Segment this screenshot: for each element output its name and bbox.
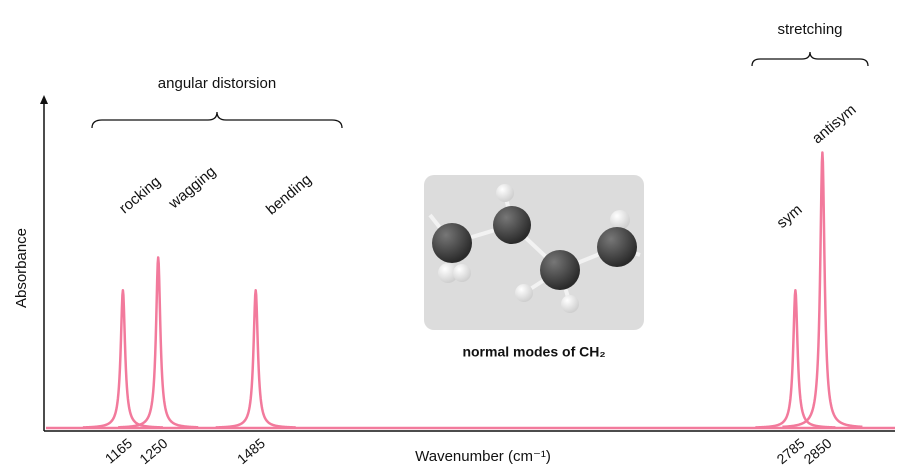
carbon [432, 223, 472, 263]
carbon [540, 250, 580, 290]
group-label: angular distorsion [158, 75, 276, 92]
peak [214, 288, 297, 429]
molecule-inset: normal modes of CH₂ [424, 175, 644, 360]
x-axis-label: Wavenumber (cm⁻¹) [415, 448, 551, 465]
hydrogen [496, 184, 514, 202]
peak [117, 256, 199, 429]
inset-background [424, 175, 644, 330]
hydrogen [453, 264, 471, 282]
peak-label: wagging [165, 163, 220, 213]
hydrogen [438, 263, 458, 283]
x-tick-label: 1250 [136, 435, 170, 467]
carbon [597, 227, 637, 267]
peak-label: bending [263, 171, 315, 218]
hydrogen [515, 284, 533, 302]
peak [754, 288, 837, 429]
brace [751, 51, 869, 67]
peak [781, 151, 864, 429]
hydrogen [610, 210, 630, 230]
x-tick-label: 1165 [102, 435, 136, 467]
peak [82, 288, 164, 429]
peak-label: rocking [116, 173, 164, 217]
hydrogen [561, 295, 579, 313]
inset-caption: normal modes of CH₂ [462, 344, 605, 360]
y-axis-label: Absorbance [13, 228, 30, 308]
peak-label: antisym [809, 101, 860, 147]
x-tick-label: 2850 [801, 435, 835, 467]
x-tick-label: 2785 [774, 435, 808, 467]
peak-label: sym [773, 201, 805, 232]
group-label: stretching [777, 21, 842, 38]
carbon [493, 206, 531, 244]
x-tick-label: 1485 [234, 435, 268, 467]
brace [91, 111, 343, 129]
y-axis-arrow [40, 95, 48, 104]
